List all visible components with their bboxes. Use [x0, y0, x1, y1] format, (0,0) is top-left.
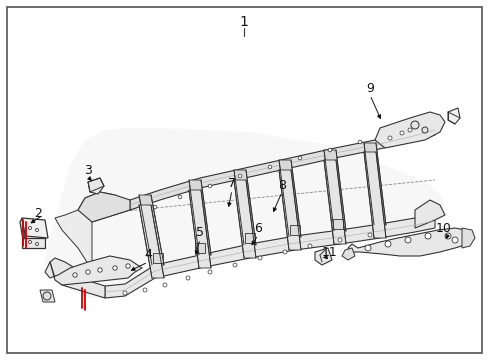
Polygon shape — [55, 192, 130, 270]
Circle shape — [358, 140, 361, 144]
Polygon shape — [139, 205, 163, 278]
Circle shape — [153, 205, 157, 209]
Polygon shape — [22, 218, 48, 238]
Circle shape — [327, 148, 331, 152]
Polygon shape — [414, 200, 444, 228]
Circle shape — [208, 184, 211, 188]
Polygon shape — [447, 108, 459, 124]
Text: 5: 5 — [196, 225, 203, 239]
Circle shape — [232, 263, 237, 267]
Text: 9: 9 — [366, 81, 373, 95]
Circle shape — [238, 174, 241, 178]
Polygon shape — [45, 128, 444, 298]
Circle shape — [185, 276, 190, 280]
Circle shape — [207, 270, 212, 274]
Circle shape — [73, 273, 77, 277]
Circle shape — [307, 244, 311, 248]
Text: 2: 2 — [34, 207, 42, 220]
Circle shape — [367, 233, 371, 237]
Text: 3: 3 — [84, 163, 92, 176]
Circle shape — [125, 264, 130, 268]
Circle shape — [178, 195, 182, 199]
Polygon shape — [139, 195, 163, 265]
Polygon shape — [78, 192, 130, 222]
Circle shape — [163, 283, 167, 287]
Circle shape — [404, 237, 410, 243]
Circle shape — [399, 131, 403, 135]
Polygon shape — [153, 253, 163, 263]
Circle shape — [298, 156, 301, 160]
Text: 1: 1 — [239, 15, 248, 29]
Circle shape — [387, 136, 391, 140]
Circle shape — [258, 256, 262, 260]
Polygon shape — [88, 178, 104, 194]
Circle shape — [28, 226, 31, 230]
Polygon shape — [195, 243, 204, 253]
Circle shape — [451, 237, 457, 243]
Circle shape — [113, 266, 117, 270]
Polygon shape — [105, 214, 434, 298]
Polygon shape — [341, 248, 354, 260]
Polygon shape — [374, 112, 444, 148]
Circle shape — [364, 245, 370, 251]
Polygon shape — [234, 170, 256, 245]
Circle shape — [407, 128, 411, 132]
Polygon shape — [45, 256, 142, 285]
Text: 7: 7 — [227, 176, 236, 189]
Polygon shape — [324, 160, 346, 244]
Circle shape — [98, 268, 102, 272]
Circle shape — [283, 250, 286, 254]
Polygon shape — [347, 228, 469, 256]
Polygon shape — [324, 150, 346, 231]
Circle shape — [421, 127, 427, 133]
Circle shape — [410, 121, 418, 129]
Polygon shape — [130, 125, 434, 210]
Polygon shape — [363, 143, 385, 225]
Text: 4: 4 — [144, 248, 152, 261]
Circle shape — [384, 241, 390, 247]
Circle shape — [28, 240, 31, 243]
Text: 6: 6 — [254, 221, 262, 234]
Circle shape — [43, 292, 51, 300]
Polygon shape — [234, 180, 256, 258]
Polygon shape — [22, 238, 45, 248]
Polygon shape — [332, 219, 342, 229]
Polygon shape — [40, 290, 55, 302]
Circle shape — [123, 291, 127, 295]
Polygon shape — [461, 228, 474, 248]
Circle shape — [36, 243, 39, 246]
Circle shape — [444, 233, 450, 239]
Polygon shape — [189, 190, 210, 268]
Polygon shape — [244, 233, 254, 243]
Text: 10: 10 — [435, 221, 451, 234]
Circle shape — [142, 288, 147, 292]
Circle shape — [424, 233, 430, 239]
Circle shape — [85, 270, 90, 274]
Polygon shape — [279, 160, 301, 237]
Circle shape — [337, 238, 341, 242]
Polygon shape — [279, 170, 301, 250]
Polygon shape — [189, 180, 210, 255]
Text: 11: 11 — [322, 246, 337, 258]
Text: 8: 8 — [278, 179, 285, 192]
Polygon shape — [20, 218, 25, 240]
Polygon shape — [289, 225, 299, 235]
Circle shape — [267, 165, 271, 169]
Polygon shape — [50, 258, 105, 298]
Circle shape — [36, 229, 39, 231]
Polygon shape — [314, 248, 331, 265]
Polygon shape — [363, 152, 385, 238]
